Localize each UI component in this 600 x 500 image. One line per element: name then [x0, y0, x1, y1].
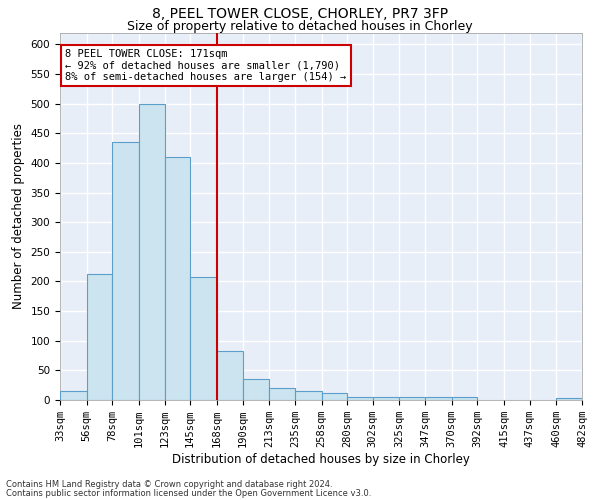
Bar	[60, 391, 87, 400]
Bar	[373, 397, 400, 400]
Text: Contains HM Land Registry data © Crown copyright and database right 2024.: Contains HM Land Registry data © Crown c…	[6, 480, 332, 489]
Bar	[425, 397, 452, 400]
Bar	[452, 397, 478, 400]
Y-axis label: Number of detached properties: Number of detached properties	[12, 123, 25, 309]
Bar	[269, 388, 295, 400]
Bar	[556, 398, 582, 400]
Bar	[295, 390, 322, 400]
Bar	[87, 274, 112, 400]
Bar	[217, 351, 242, 400]
Text: Size of property relative to detached houses in Chorley: Size of property relative to detached ho…	[127, 20, 473, 33]
X-axis label: Distribution of detached houses by size in Chorley: Distribution of detached houses by size …	[172, 453, 470, 466]
Bar	[139, 104, 164, 400]
Text: 8, PEEL TOWER CLOSE, CHORLEY, PR7 3FP: 8, PEEL TOWER CLOSE, CHORLEY, PR7 3FP	[152, 8, 448, 22]
Bar	[242, 380, 269, 400]
Bar	[400, 397, 425, 400]
Bar	[347, 397, 373, 400]
Bar	[112, 142, 139, 400]
Bar	[190, 276, 217, 400]
Text: Contains public sector information licensed under the Open Government Licence v3: Contains public sector information licen…	[6, 488, 371, 498]
Text: 8 PEEL TOWER CLOSE: 171sqm
← 92% of detached houses are smaller (1,790)
8% of se: 8 PEEL TOWER CLOSE: 171sqm ← 92% of deta…	[65, 49, 346, 82]
Bar	[322, 394, 347, 400]
Bar	[164, 157, 190, 400]
